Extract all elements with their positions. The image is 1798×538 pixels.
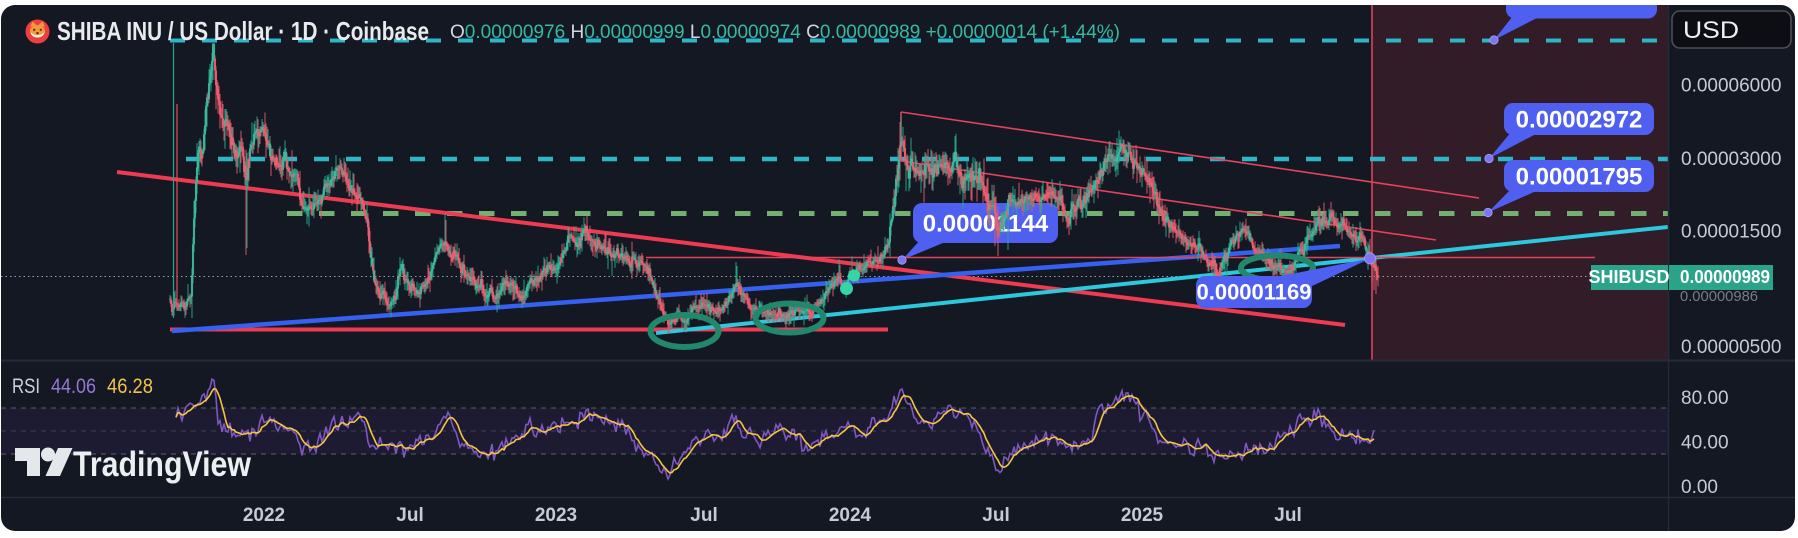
svg-text:46.28: 46.28 [107, 375, 153, 398]
svg-text:40.00: 40.00 [1681, 433, 1729, 454]
svg-text:0.00002972: 0.00002972 [1516, 106, 1643, 133]
svg-text:44.06: 44.06 [51, 375, 96, 398]
svg-text:0.00001169: 0.00001169 [1196, 280, 1311, 305]
svg-text:0.00003000: 0.00003000 [1681, 149, 1781, 170]
svg-text:2024: 2024 [829, 505, 872, 526]
svg-text:0.00001795: 0.00001795 [1516, 163, 1643, 190]
svg-text:RSI: RSI [12, 375, 40, 398]
svg-text:SHIBA INU / US Dollar · 1D · C: SHIBA INU / US Dollar · 1D · Coinbase [57, 16, 429, 46]
svg-text:SHIBUSD: SHIBUSD [1588, 267, 1669, 287]
svg-text:2025: 2025 [1121, 505, 1164, 526]
svg-text:0.00: 0.00 [1681, 477, 1718, 498]
svg-text:0.00000500: 0.00000500 [1681, 337, 1781, 358]
svg-text:2022: 2022 [243, 505, 285, 526]
svg-text:USD: USD [1683, 17, 1739, 44]
svg-text:0.00001144: 0.00001144 [923, 210, 1049, 237]
svg-text:0.00000986: 0.00000986 [1680, 288, 1758, 305]
svg-text:0.00006000: 0.00006000 [1681, 76, 1781, 97]
svg-text:0.00000989: 0.00000989 [1680, 267, 1770, 287]
svg-text:Jul: Jul [1274, 505, 1301, 526]
svg-text:O0.00000976 H0.00000999 L0.000: O0.00000976 H0.00000999 L0.00000974 C0.0… [450, 21, 1120, 43]
svg-text:Jul: Jul [396, 505, 423, 526]
svg-text:TradingView: TradingView [73, 445, 252, 484]
svg-text:Jul: Jul [982, 505, 1009, 526]
svg-text:2023: 2023 [535, 505, 577, 526]
svg-text:80.00: 80.00 [1681, 388, 1729, 409]
svg-text:0.00001500: 0.00001500 [1681, 222, 1781, 243]
svg-text:Jul: Jul [690, 505, 717, 526]
